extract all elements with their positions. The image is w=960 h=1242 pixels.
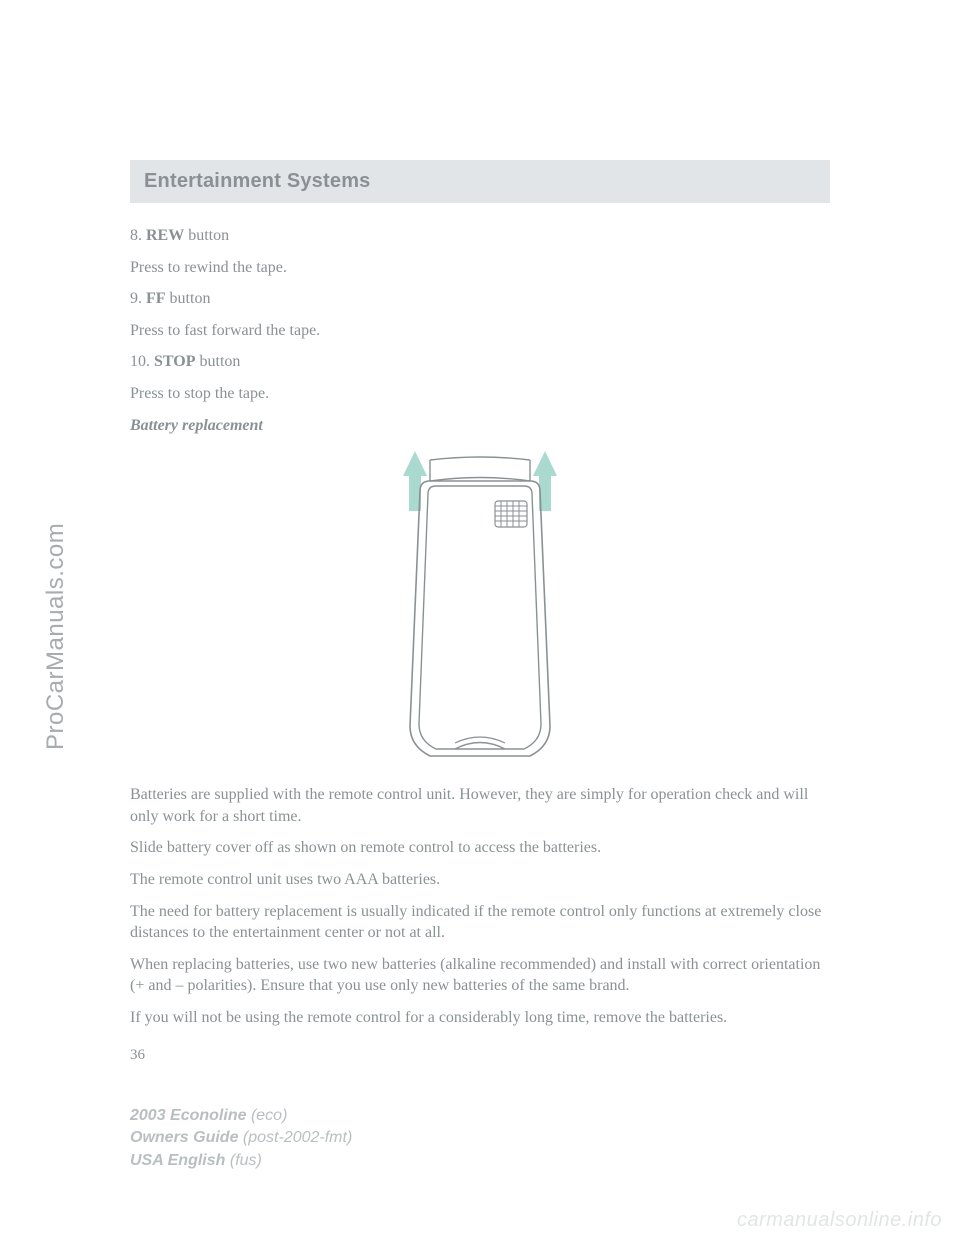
footer-bold: 2003 Econoline	[130, 1107, 247, 1124]
remote-illustration	[370, 446, 590, 766]
figure-battery-replacement	[130, 446, 830, 766]
page-number: 36	[130, 1047, 830, 1064]
footer-bold: Owners Guide	[130, 1129, 238, 1146]
arrow-up-left-icon	[403, 451, 427, 511]
sidebar-watermark: ProCarManuals.com	[42, 523, 70, 750]
item-bold: STOP	[154, 353, 196, 370]
item-9-desc: Press to fast forward the tape.	[130, 320, 830, 342]
para-5: When replacing batteries, use two new ba…	[130, 954, 830, 997]
item-after: button	[166, 290, 211, 307]
footer-rest: (fus)	[225, 1152, 261, 1169]
arrow-up-right-icon	[533, 451, 557, 511]
footer-line-2: Owners Guide (post-2002-fmt)	[130, 1127, 352, 1149]
footer-rest: (post-2002-fmt)	[238, 1129, 352, 1146]
item-after: button	[184, 227, 229, 244]
para-6: If you will not be using the remote cont…	[130, 1007, 830, 1029]
item-bold: REW	[146, 227, 184, 244]
page-content: Entertainment Systems 8. REW button Pres…	[130, 160, 830, 1064]
speaker-grid-icon	[495, 501, 527, 527]
watermark: carmanualsonline.info	[737, 1209, 942, 1232]
item-10-line: 10. STOP button	[130, 351, 830, 373]
footer: 2003 Econoline (eco) Owners Guide (post-…	[130, 1105, 352, 1172]
section-header: Entertainment Systems	[130, 160, 830, 203]
footer-bold: USA English	[130, 1152, 225, 1169]
item-10-desc: Press to stop the tape.	[130, 383, 830, 405]
item-after: button	[196, 353, 241, 370]
footer-line-3: USA English (fus)	[130, 1150, 352, 1172]
subheading: Battery replacement	[130, 415, 830, 437]
item-8-desc: Press to rewind the tape.	[130, 257, 830, 279]
item-num: 10.	[130, 353, 150, 370]
para-4: The need for battery replacement is usua…	[130, 901, 830, 944]
footer-line-1: 2003 Econoline (eco)	[130, 1105, 352, 1127]
item-9-line: 9. FF button	[130, 288, 830, 310]
para-2: Slide battery cover off as shown on remo…	[130, 837, 830, 859]
item-num: 8.	[130, 227, 142, 244]
footer-rest: (eco)	[247, 1107, 288, 1124]
item-8-line: 8. REW button	[130, 225, 830, 247]
para-3: The remote control unit uses two AAA bat…	[130, 869, 830, 891]
item-bold: FF	[146, 290, 166, 307]
para-1: Batteries are supplied with the remote c…	[130, 784, 830, 827]
item-num: 9.	[130, 290, 142, 307]
